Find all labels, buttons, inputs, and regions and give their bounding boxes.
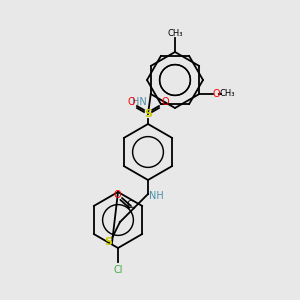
- Text: HN: HN: [132, 97, 147, 107]
- Text: CH₃: CH₃: [167, 28, 183, 38]
- Text: S: S: [144, 109, 152, 119]
- Text: O: O: [161, 97, 169, 107]
- Text: NH: NH: [148, 191, 164, 201]
- Text: O: O: [113, 190, 121, 200]
- Text: C: C: [127, 200, 134, 210]
- Text: Cl: Cl: [113, 265, 123, 275]
- Text: CH₃: CH₃: [220, 89, 235, 98]
- Text: O: O: [212, 89, 220, 99]
- Text: O: O: [127, 97, 135, 107]
- Text: S: S: [104, 237, 112, 247]
